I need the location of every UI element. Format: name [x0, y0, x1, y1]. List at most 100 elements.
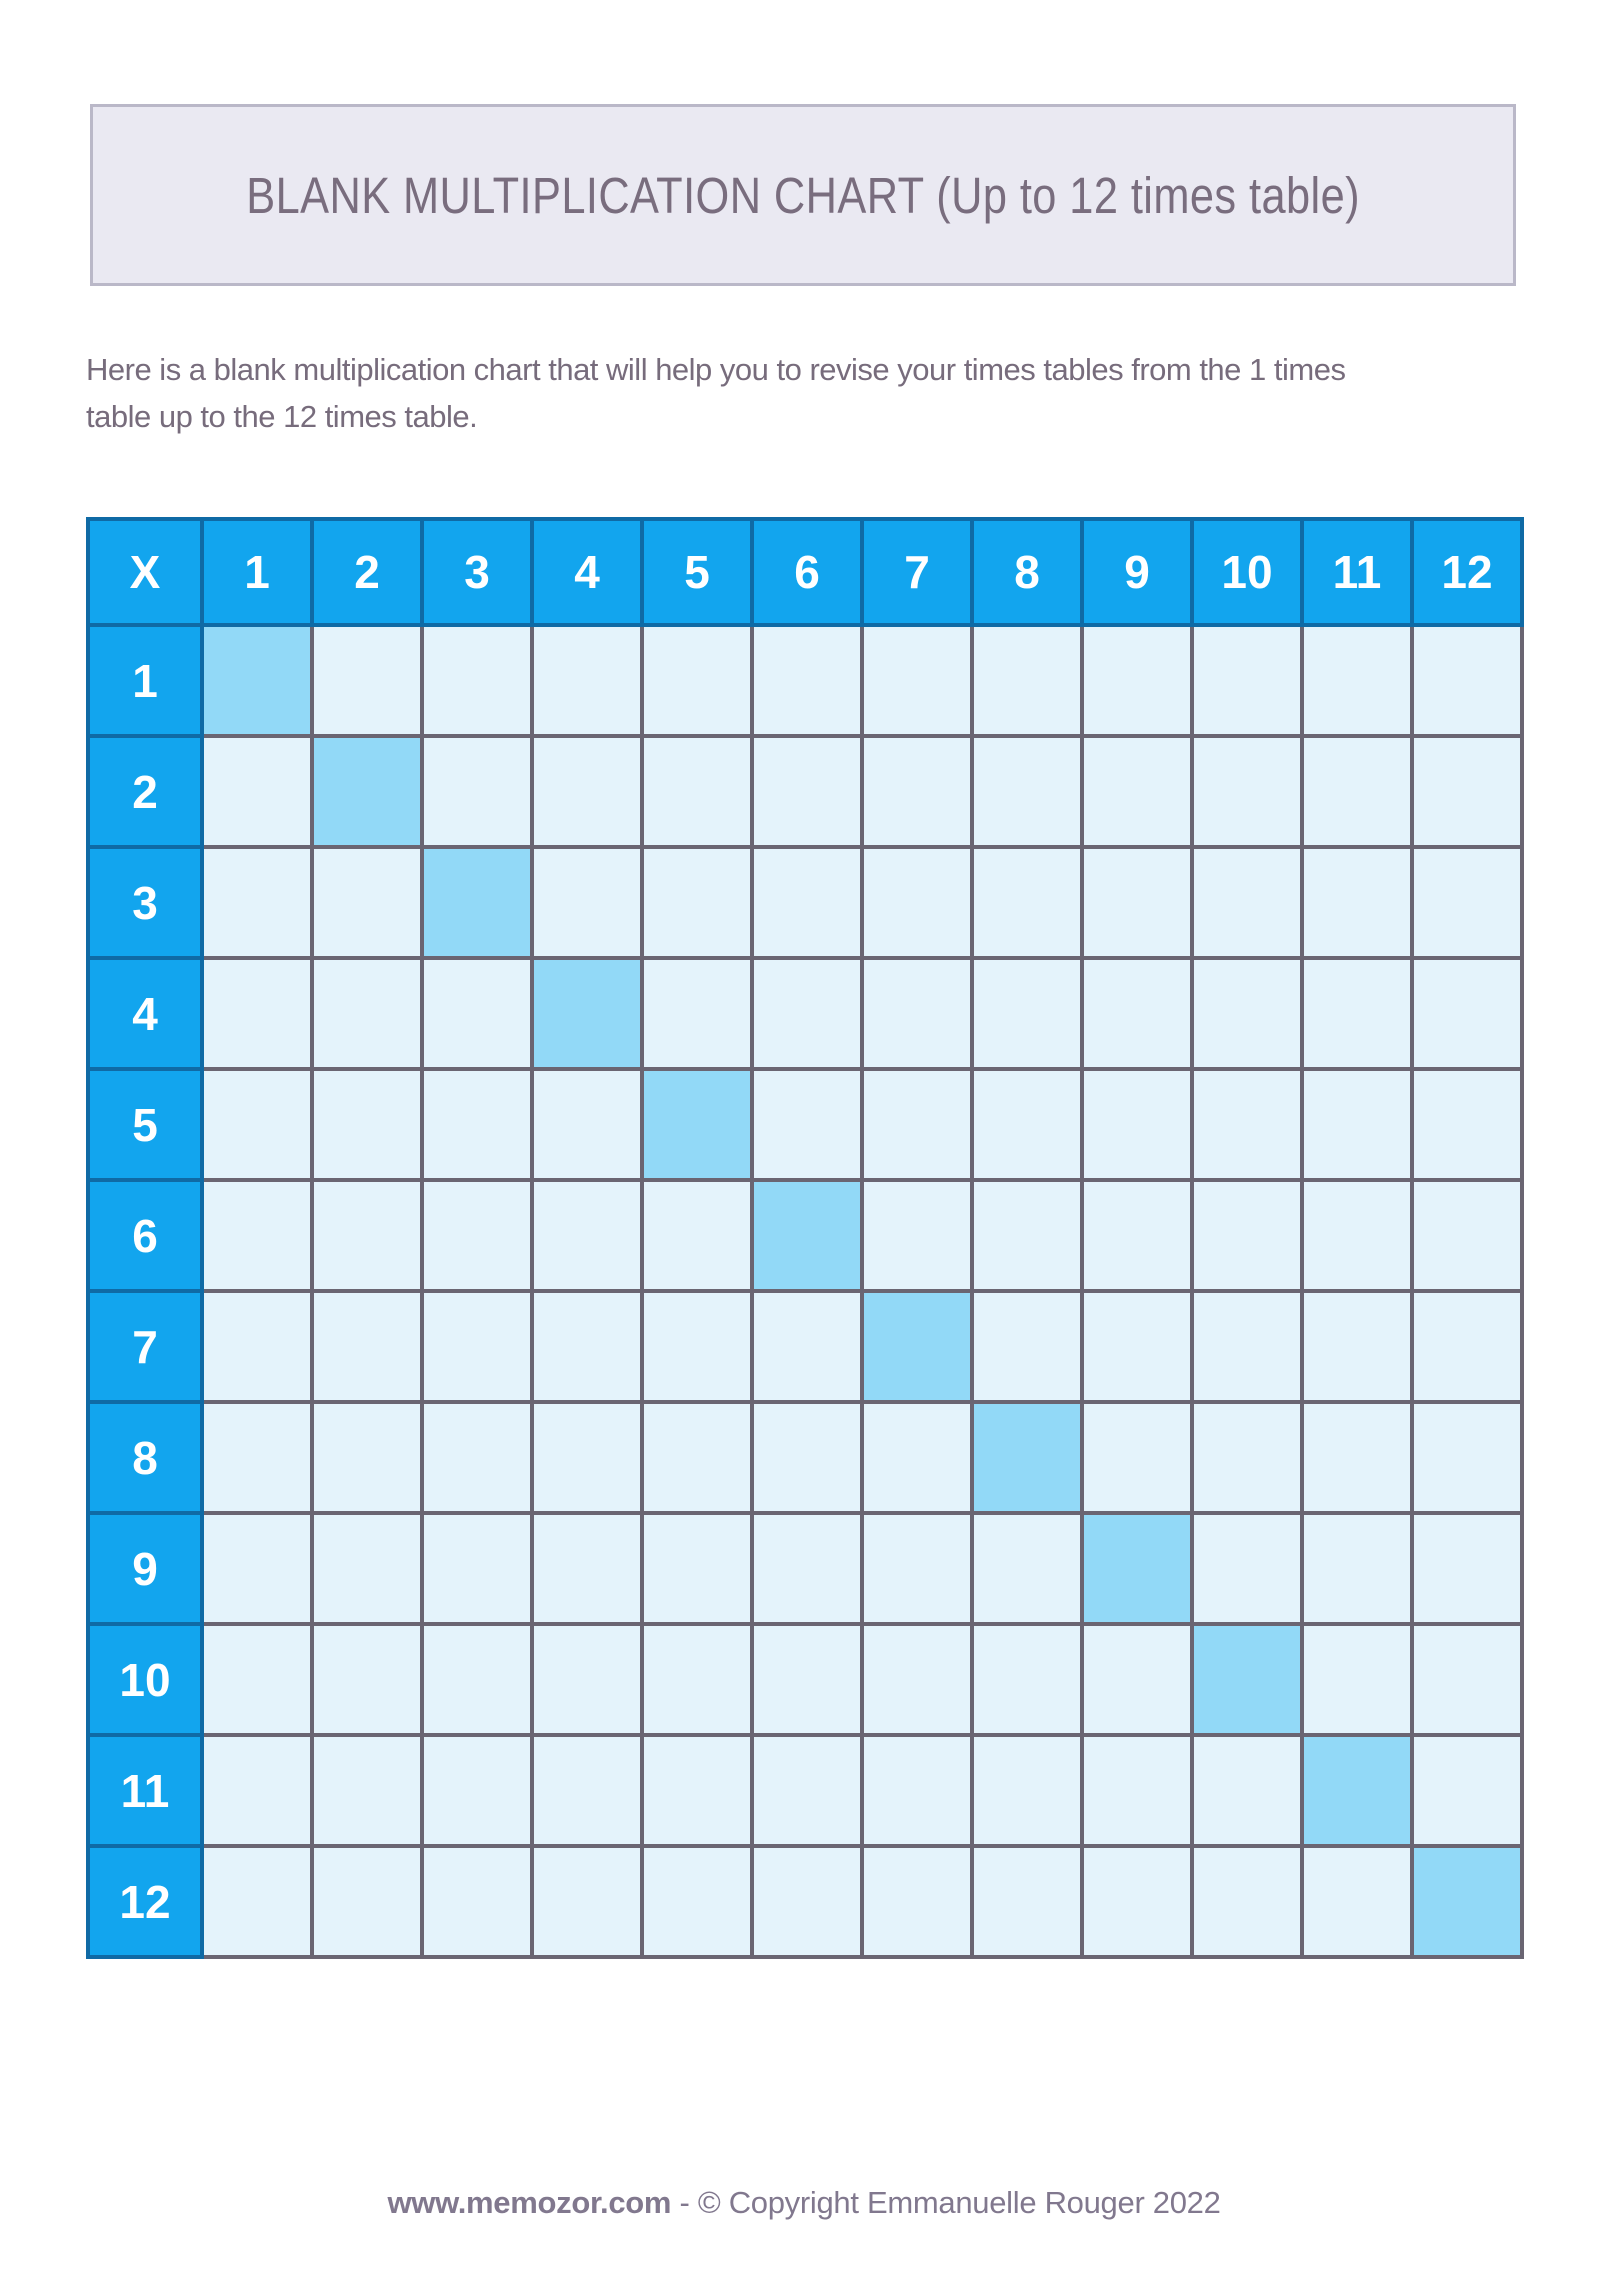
column-header-cell: 10: [1190, 517, 1304, 627]
grid-cell: [860, 623, 974, 738]
grid-cell: [310, 1511, 424, 1626]
grid-cell: [1190, 623, 1304, 738]
corner-header-cell: X: [86, 517, 204, 627]
grid-cell: [1190, 1067, 1304, 1182]
grid-cell: [860, 845, 974, 960]
grid-cell: [860, 956, 974, 1071]
title-banner: BLANK MULTIPLICATION CHART (Up to 12 tim…: [90, 104, 1516, 286]
row-header-cell: 7: [86, 1289, 204, 1404]
table-row: 1: [86, 623, 1524, 738]
grid-cell: [1300, 1400, 1414, 1515]
grid-cell: [1080, 734, 1194, 849]
grid-cell: [640, 1067, 754, 1182]
table-row: 3: [86, 845, 1524, 960]
grid-cell: [860, 1289, 974, 1404]
table-row: 5: [86, 1067, 1524, 1182]
grid-cell: [1080, 1400, 1194, 1515]
grid-cell: [530, 1844, 644, 1959]
grid-cell: [1410, 1400, 1524, 1515]
grid-cell: [1080, 1733, 1194, 1848]
grid-cell: [420, 1178, 534, 1293]
row-header-cell: 6: [86, 1178, 204, 1293]
grid-cell: [970, 1067, 1084, 1182]
grid-cell: [750, 1289, 864, 1404]
row-header-cell: 5: [86, 1067, 204, 1182]
grid-cell: [530, 956, 644, 1071]
grid-cell: [200, 1733, 314, 1848]
grid-cell: [200, 734, 314, 849]
grid-cell: [530, 734, 644, 849]
grid-cell: [640, 734, 754, 849]
grid-cell: [1080, 1289, 1194, 1404]
column-header-cell: 6: [750, 517, 864, 627]
grid-cell: [530, 1400, 644, 1515]
grid-cell: [1410, 1511, 1524, 1626]
grid-cell: [1190, 734, 1304, 849]
table-row: 7: [86, 1289, 1524, 1404]
grid-cell: [1080, 1178, 1194, 1293]
grid-cell: [1300, 1622, 1414, 1737]
column-header-cell: 7: [860, 517, 974, 627]
grid-cell: [640, 1844, 754, 1959]
grid-cell: [420, 956, 534, 1071]
grid-cell: [970, 1622, 1084, 1737]
grid-cell: [1300, 1289, 1414, 1404]
grid-cell: [750, 734, 864, 849]
grid-cell: [310, 956, 424, 1071]
column-header-cell: 1: [200, 517, 314, 627]
row-header-cell: 12: [86, 1844, 204, 1959]
row-header-cell: 9: [86, 1511, 204, 1626]
grid-cell: [200, 1400, 314, 1515]
grid-cell: [200, 1289, 314, 1404]
intro-line-1: Here is a blank multiplication chart tha…: [86, 352, 1346, 387]
header-row: X 1 2 3 4 5 6 7 8 9 10 11 12: [86, 517, 1524, 627]
grid-cell: [750, 956, 864, 1071]
table-row: 4: [86, 956, 1524, 1071]
grid-cell: [970, 1733, 1084, 1848]
grid-cell: [530, 1067, 644, 1182]
grid-cell: [200, 1511, 314, 1626]
grid-cell: [1190, 1178, 1304, 1293]
grid-cell: [420, 734, 534, 849]
grid-cell: [750, 1511, 864, 1626]
grid-cell: [420, 1733, 534, 1848]
grid-cell: [200, 1067, 314, 1182]
grid-cell: [860, 1400, 974, 1515]
grid-cell: [1410, 1622, 1524, 1737]
grid-cell: [1300, 1067, 1414, 1182]
grid-cell: [970, 623, 1084, 738]
grid-cell: [970, 1178, 1084, 1293]
intro-paragraph: Here is a blank multiplication chart tha…: [86, 346, 1566, 440]
grid-cell: [750, 1733, 864, 1848]
grid-cell: [750, 845, 864, 960]
grid-cell: [420, 623, 534, 738]
table-row: 12: [86, 1844, 1524, 1959]
grid-cell: [640, 956, 754, 1071]
table-row: 9: [86, 1511, 1524, 1626]
row-header-cell: 1: [86, 623, 204, 738]
grid-cell: [1190, 1733, 1304, 1848]
grid-cell: [420, 845, 534, 960]
grid-cell: [1080, 845, 1194, 960]
grid-cell: [970, 956, 1084, 1071]
grid-cell: [1190, 1289, 1304, 1404]
row-header-cell: 10: [86, 1622, 204, 1737]
row-header-cell: 3: [86, 845, 204, 960]
grid-cell: [310, 1400, 424, 1515]
row-header-cell: 8: [86, 1400, 204, 1515]
grid-cell: [860, 1178, 974, 1293]
grid-cell: [1190, 1400, 1304, 1515]
table-row: 10: [86, 1622, 1524, 1737]
grid-cell: [1300, 956, 1414, 1071]
grid-cell: [1300, 845, 1414, 960]
grid-cell: [200, 623, 314, 738]
grid-cell: [310, 1733, 424, 1848]
grid-cell: [200, 1844, 314, 1959]
grid-cell: [1300, 734, 1414, 849]
grid-cell: [200, 845, 314, 960]
grid-cell: [420, 1622, 534, 1737]
grid-cell: [860, 1622, 974, 1737]
grid-cell: [530, 1622, 644, 1737]
column-header-cell: 11: [1300, 517, 1414, 627]
